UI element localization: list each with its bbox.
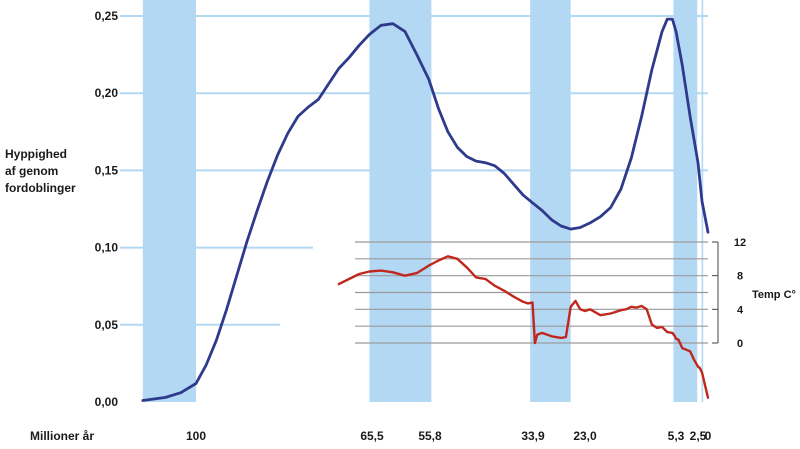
y-tick-label-2: 0,10 xyxy=(95,241,119,255)
y-tick-label-4: 0,20 xyxy=(95,86,119,100)
y-tick-label-3: 0,15 xyxy=(95,163,119,177)
y-axis-label-line-1: Hyppighed xyxy=(5,147,67,161)
genome-duplication-series-line xyxy=(141,17,710,402)
temp-tick-label-0: 12 xyxy=(734,237,746,249)
x-tick-label-7: 0 xyxy=(705,429,712,443)
x-axis-ticks: 100 65,5 55,8 33,9 23,0 5,3 2,50 xyxy=(186,429,712,443)
y-axis-label-line-2: af genom xyxy=(5,164,58,178)
x-tick-label-1: 65,5 xyxy=(360,429,384,443)
x-tick-label-4: 23,0 xyxy=(573,429,597,443)
x-tick-label-5: 5,3 xyxy=(668,429,685,443)
y-axis-ticks: 0,00 0,05 0,10 0,15 0,20 0,25 xyxy=(95,9,119,409)
temp-tick-label-2: 4 xyxy=(737,304,744,316)
x-tick-label-6: 2,5 xyxy=(690,429,707,443)
shaded-band-1 xyxy=(369,0,432,402)
x-axis-label: Millioner år xyxy=(30,429,94,443)
temp-tick-label-1: 8 xyxy=(737,271,743,283)
y-axis-label-line-3: fordoblinger xyxy=(5,181,76,195)
y-axis-label: Hyppighed af genom fordoblinger xyxy=(5,147,76,195)
temperature-axis: 12 8 4 0 xyxy=(712,237,746,350)
temp-tick-label-3: 0 xyxy=(737,338,743,350)
x-tick-label-2: 55,8 xyxy=(418,429,442,443)
x-tick-label-0: 100 xyxy=(186,429,206,443)
shaded-band-0 xyxy=(142,0,196,402)
temperature-series-line xyxy=(337,255,710,399)
x-tick-label-3: 33,9 xyxy=(521,429,545,443)
shaded-band-3 xyxy=(673,0,698,402)
y-tick-label-5: 0,25 xyxy=(95,9,119,23)
temperature-gridlines xyxy=(355,241,708,344)
series-lines xyxy=(141,17,710,402)
temperature-axis-label: Temp C° xyxy=(752,289,796,301)
y-tick-label-1: 0,05 xyxy=(95,318,119,332)
shaded-bands xyxy=(142,0,704,402)
main-gridlines xyxy=(120,15,708,326)
y-tick-label-0: 0,00 xyxy=(95,395,119,409)
